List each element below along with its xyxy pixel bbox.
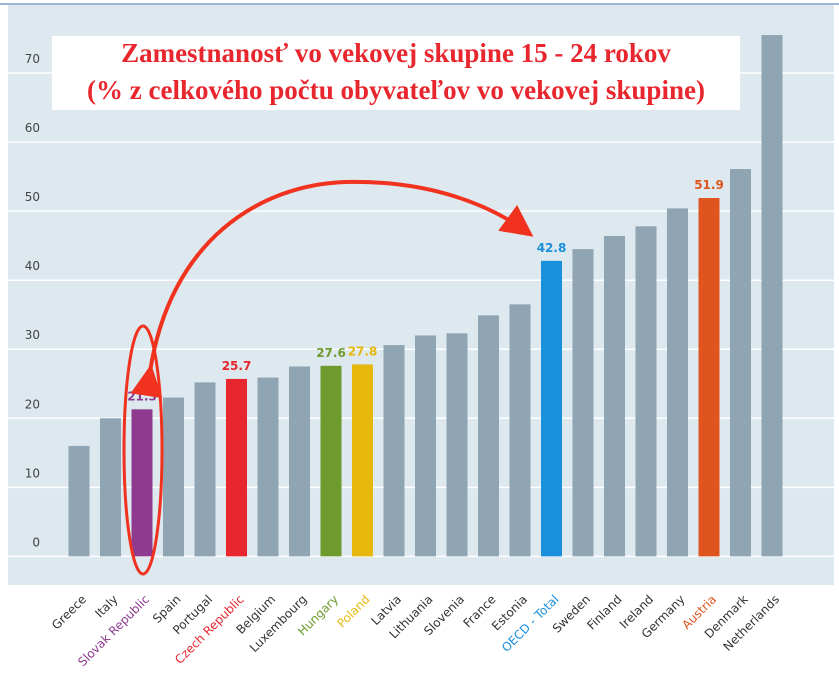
y-tick-label: 60 xyxy=(25,121,40,135)
data-label: 27.8 xyxy=(348,344,378,358)
bar xyxy=(100,418,121,557)
bar xyxy=(635,226,657,557)
bar xyxy=(131,409,153,557)
chart-subtitle: (% z celkového počtu obyvateľov vo vekov… xyxy=(87,75,705,105)
data-label: 25.7 xyxy=(222,359,252,373)
bar xyxy=(194,382,216,557)
bar xyxy=(698,198,720,557)
x-tick-label: Italy xyxy=(92,592,120,620)
y-tick-label: 10 xyxy=(25,466,40,480)
data-label: 27.6 xyxy=(316,346,346,360)
bar xyxy=(383,345,405,557)
y-tick-label: 30 xyxy=(25,328,40,342)
y-tick-label: 70 xyxy=(25,52,40,66)
x-tick-label: Finland xyxy=(584,592,624,632)
bar xyxy=(352,364,373,557)
bar xyxy=(163,397,184,557)
y-tick-label: 0 xyxy=(32,535,40,549)
bar xyxy=(226,378,247,557)
x-tick-label: Greece xyxy=(49,592,89,632)
bar xyxy=(320,365,342,557)
bar xyxy=(68,445,90,557)
bar xyxy=(730,169,751,557)
bar xyxy=(478,315,499,557)
bar xyxy=(415,335,436,557)
bar xyxy=(604,236,625,557)
x-tick-label: Netherlands xyxy=(720,592,782,654)
bar xyxy=(667,208,688,557)
data-label: 42.8 xyxy=(537,241,567,255)
title-box xyxy=(52,36,740,110)
bar xyxy=(509,304,531,557)
annotation-arrow xyxy=(130,179,534,399)
y-tick-label: 40 xyxy=(25,259,40,273)
bar xyxy=(289,366,310,557)
chart-title: Zamestnanosť vo vekovej skupine 15 - 24 … xyxy=(121,38,671,68)
bar xyxy=(572,249,594,557)
bar xyxy=(541,260,562,557)
data-label: 21.3 xyxy=(127,389,157,403)
bar xyxy=(446,333,468,557)
y-tick-label: 20 xyxy=(25,397,40,411)
highlight-ellipse xyxy=(122,324,164,576)
bar xyxy=(257,377,279,557)
x-tick-label: Poland xyxy=(334,592,372,630)
bar xyxy=(761,35,783,557)
y-tick-label: 50 xyxy=(25,190,40,204)
data-label: 51.9 xyxy=(694,178,724,192)
